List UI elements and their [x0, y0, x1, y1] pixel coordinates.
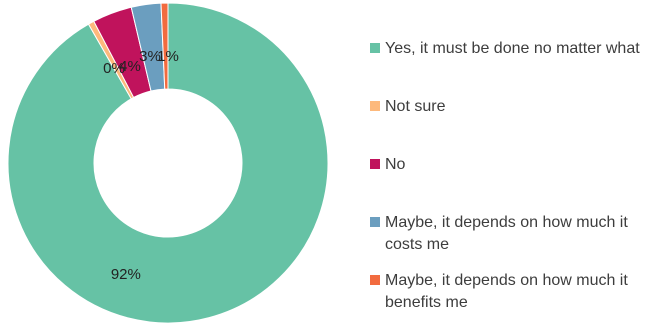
legend-swatch-no — [370, 159, 380, 169]
legend-label-maybe-benefits: Maybe, it depends on how much it benefit… — [385, 272, 628, 311]
legend-swatch-maybe-benefits — [370, 275, 380, 285]
data-label-maybe-costs: 3% — [139, 48, 161, 65]
legend-label-no: No — [385, 156, 406, 173]
data-label-maybe-benefits: 1% — [157, 48, 179, 65]
data-label-not-sure: 0% — [103, 60, 125, 77]
donut-slice-yes — [7, 2, 329, 324]
legend-swatch-yes — [370, 43, 380, 53]
donut-chart: 92% 0% 4% 3% 1% — [7, 2, 329, 324]
legend-item-yes: Yes, it must be done no matter what — [370, 38, 653, 60]
legend-label-yes: Yes, it must be done no matter what — [385, 40, 640, 57]
legend-label-not-sure: Not sure — [385, 98, 446, 115]
legend-label-maybe-costs: Maybe, it depends on how much it costs m… — [385, 214, 628, 253]
legend-item-no: No — [370, 154, 653, 176]
legend-item-not-sure: Not sure — [370, 96, 653, 118]
data-label-yes: 92% — [111, 266, 141, 283]
data-label-no: 4% — [119, 58, 141, 75]
donut-slices — [7, 2, 329, 324]
data-labels: 92% 0% 4% 3% 1% — [103, 48, 179, 283]
legend-item-maybe-costs: Maybe, it depends on how much it costs m… — [370, 212, 653, 256]
donut-slice-maybe-benefits — [160, 2, 169, 90]
legend-swatch-maybe-costs — [370, 217, 380, 227]
legend-swatch-not-sure — [370, 101, 380, 111]
legend-item-maybe-benefits: Maybe, it depends on how much it benefit… — [370, 270, 653, 314]
